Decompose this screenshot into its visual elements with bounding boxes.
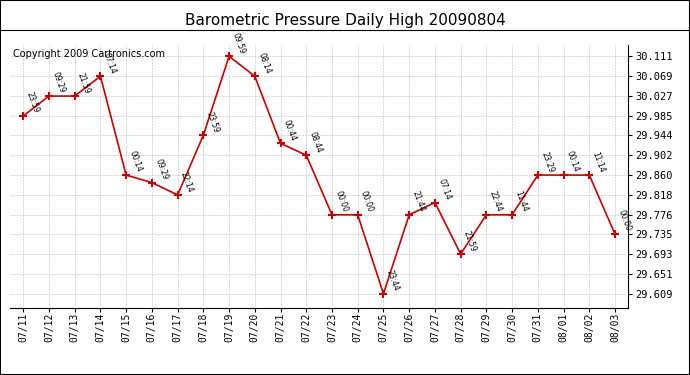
Text: 00:00: 00:00 — [616, 209, 633, 233]
Text: 23:59: 23:59 — [25, 91, 41, 114]
Text: 07:14: 07:14 — [436, 177, 452, 201]
Text: 09:29: 09:29 — [153, 158, 169, 181]
Text: 08:44: 08:44 — [308, 130, 324, 154]
Text: 00:44: 00:44 — [282, 118, 298, 142]
Text: 09:59: 09:59 — [230, 31, 246, 55]
Text: 07:14: 07:14 — [102, 51, 118, 75]
Text: Barometric Pressure Daily High 20090804: Barometric Pressure Daily High 20090804 — [185, 13, 505, 28]
Text: 23:44: 23:44 — [385, 269, 401, 292]
Text: 22:44: 22:44 — [488, 190, 504, 213]
Text: 11:44: 11:44 — [513, 190, 529, 213]
Text: 23:29: 23:29 — [539, 150, 555, 174]
Text: 09:29: 09:29 — [50, 71, 66, 95]
Text: 08:14: 08:14 — [256, 51, 272, 75]
Text: 21:59: 21:59 — [76, 71, 92, 95]
Text: 23:59: 23:59 — [205, 110, 221, 134]
Text: 00:14: 00:14 — [565, 150, 581, 174]
Text: 21:59: 21:59 — [462, 229, 478, 253]
Text: 21:44: 21:44 — [411, 190, 426, 213]
Text: 00:00: 00:00 — [359, 190, 375, 213]
Text: 00:14: 00:14 — [128, 150, 144, 174]
Text: Copyright 2009 Cartronics.com: Copyright 2009 Cartronics.com — [13, 49, 166, 59]
Text: 22:14: 22:14 — [179, 170, 195, 194]
Text: 00:00: 00:00 — [333, 190, 349, 213]
Text: 11:14: 11:14 — [591, 150, 607, 174]
